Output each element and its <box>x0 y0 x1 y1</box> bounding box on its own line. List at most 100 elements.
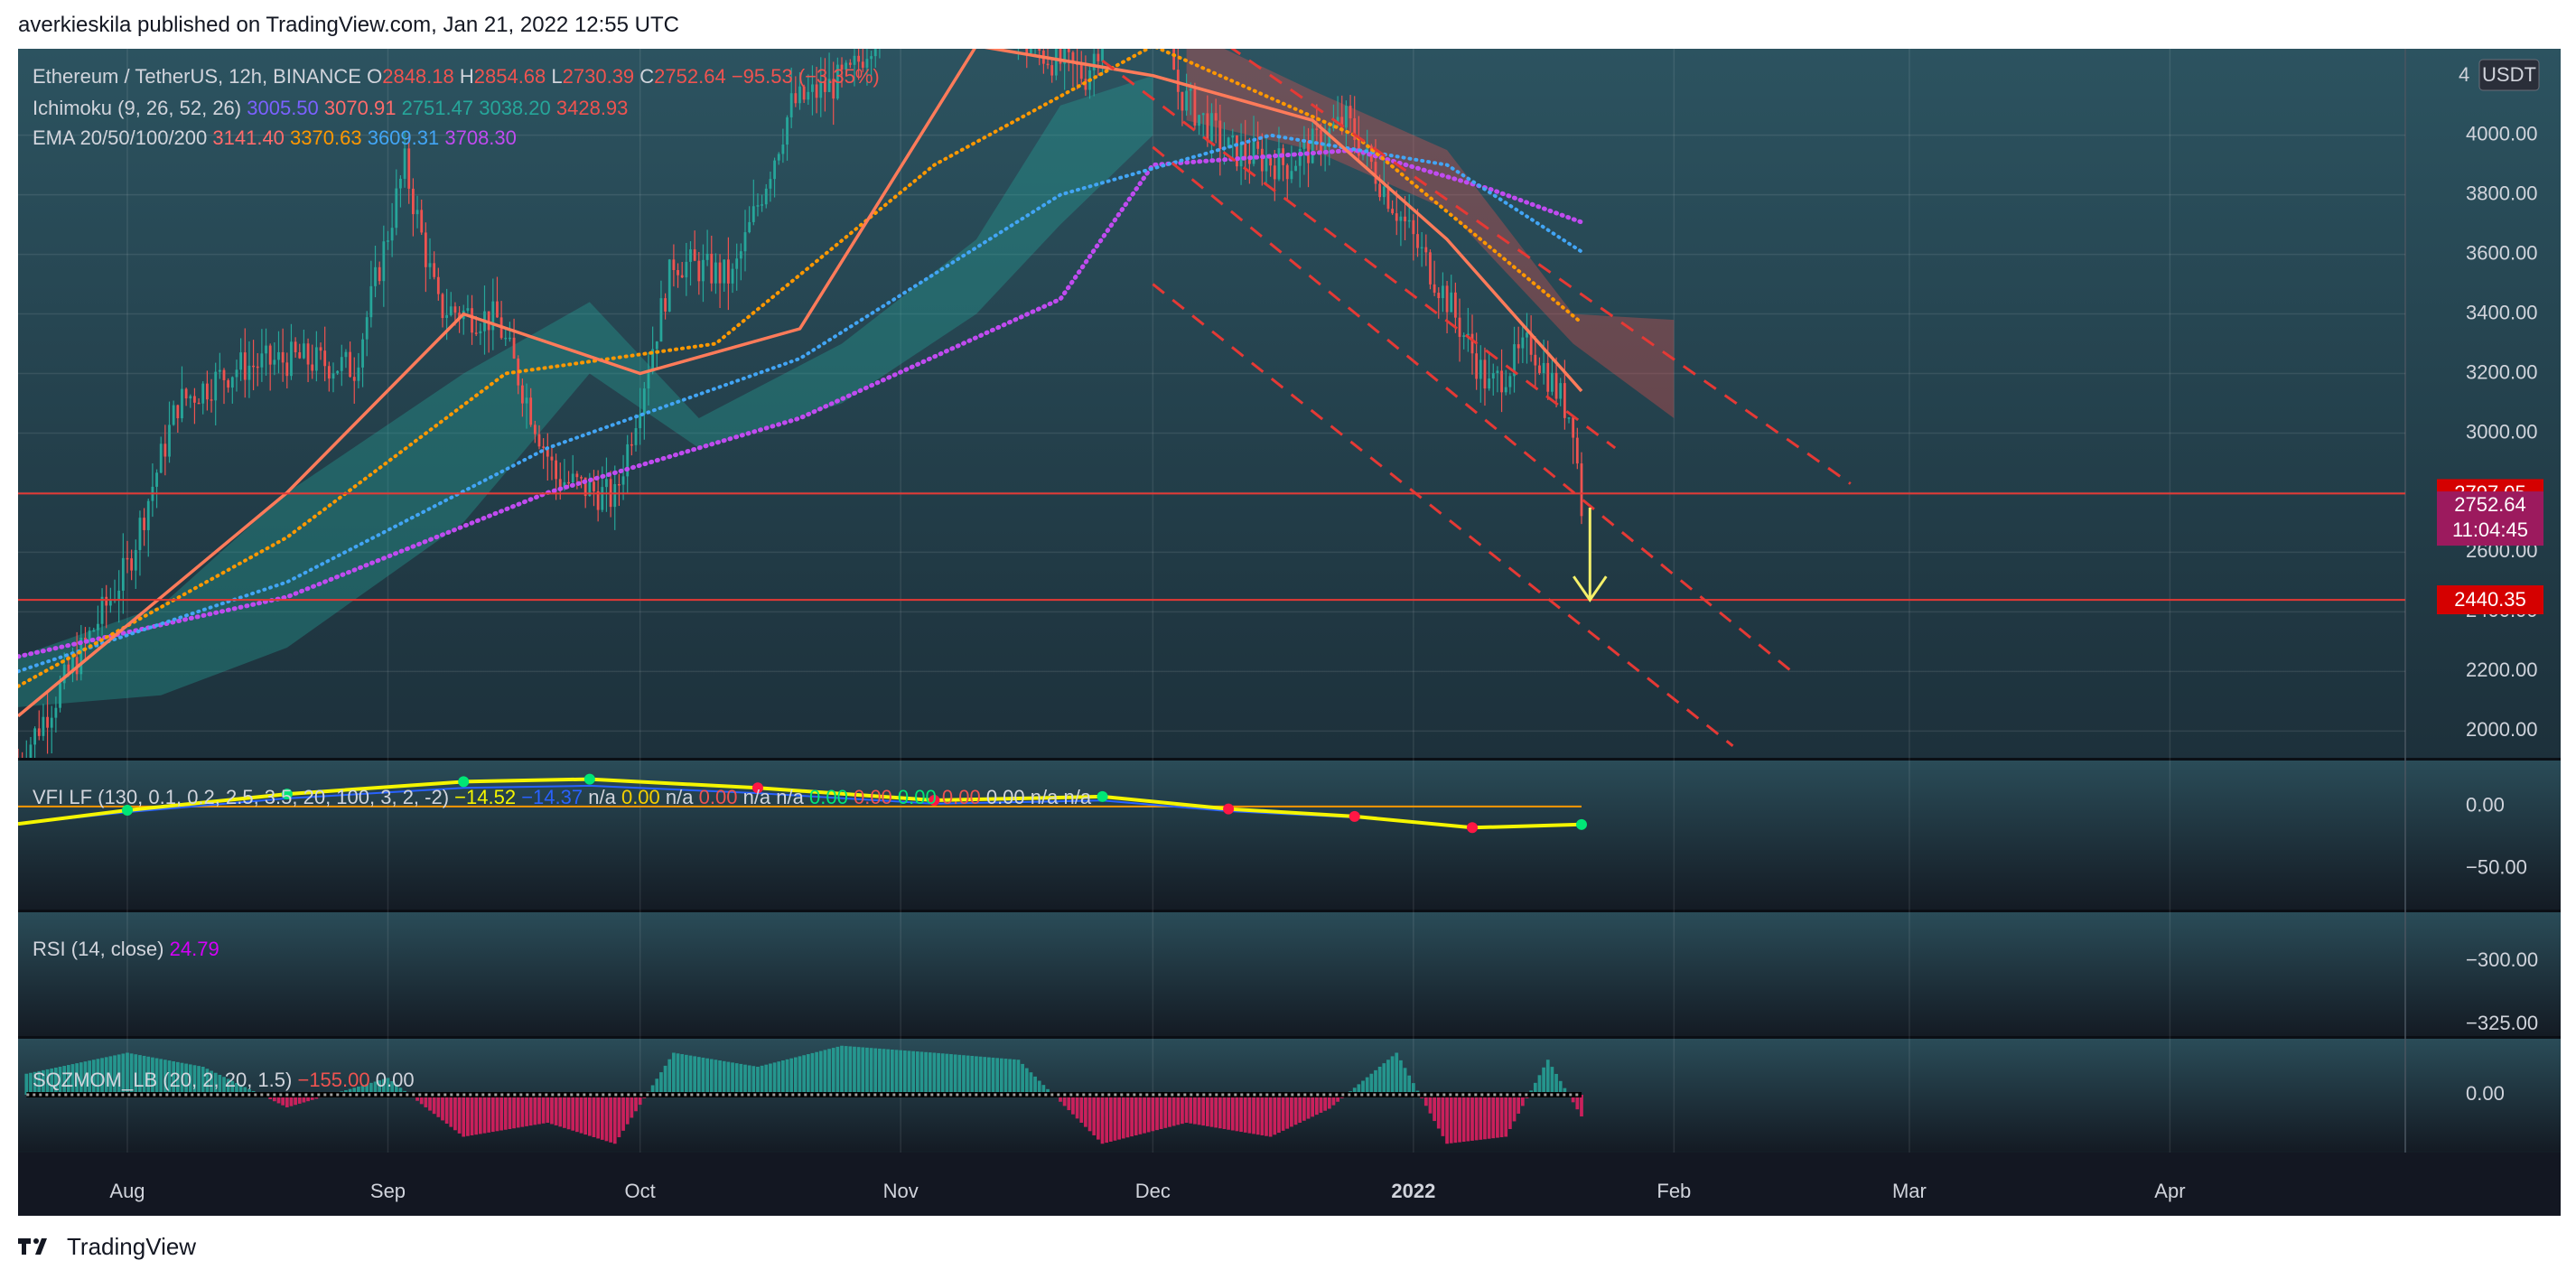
indicator-legend[interactable]: EMA 20/50/100/200 3141.40 3370.63 3609.3… <box>33 126 517 149</box>
squeeze-momentum-bar <box>663 1065 667 1095</box>
main-pane <box>18 49 1852 758</box>
squeeze-momentum-bar <box>546 1095 550 1123</box>
squeeze-momentum-bar <box>987 1057 991 1095</box>
sub-pane-value: 0.00 <box>621 786 660 808</box>
candle-body <box>807 91 810 100</box>
squeeze-momentum-bar <box>1298 1095 1302 1123</box>
squeeze-momentum-bar <box>1008 1059 1013 1095</box>
squeeze-momentum-bar <box>478 1095 482 1134</box>
candle-body <box>1551 372 1554 392</box>
squeeze-momentum-bar <box>722 1060 726 1095</box>
time-axis-label: Mar <box>1892 1180 1927 1202</box>
squeeze-momentum-bar <box>75 1063 79 1095</box>
currency-badge[interactable]: USDT <box>2478 59 2540 91</box>
squeeze-momentum-bar <box>1268 1095 1273 1137</box>
squeeze-momentum-bar <box>154 1058 159 1095</box>
squeeze-momentum-bar <box>566 1095 571 1130</box>
squeeze-momentum-bar <box>1377 1067 1382 1095</box>
candle-body <box>1285 164 1289 180</box>
candle-body <box>1210 113 1213 142</box>
vfi-line <box>18 777 1582 830</box>
squeeze-momentum-bar <box>163 1060 167 1095</box>
indicator-value: 3005.50 <box>247 97 319 119</box>
squeeze-momentum-bar <box>798 1056 802 1095</box>
squeeze-momentum-bar <box>243 1087 247 1095</box>
candle-body <box>601 487 604 510</box>
candle-body <box>193 396 196 403</box>
candle-body <box>340 357 343 371</box>
squeeze-momentum-bar <box>29 1072 33 1095</box>
candle-body <box>176 405 180 419</box>
ohlc-open: 2848.18 <box>382 65 454 88</box>
candle-body <box>1323 145 1327 153</box>
squeeze-momentum-bar <box>1171 1095 1176 1126</box>
squeeze-momentum-bar <box>684 1054 688 1095</box>
candle-body <box>710 253 714 284</box>
squeeze-momentum-bar <box>1184 1095 1189 1123</box>
candle-body <box>361 339 364 368</box>
squeeze-momentum-bar <box>91 1060 96 1095</box>
tradingview-chart[interactable]: 4000.00 3800.00 3600.00 3400.00 3200.00 3000.… <box>18 49 2561 1216</box>
candle-body <box>677 269 679 275</box>
sub-pane-legend[interactable]: VFI LF (130, 0.1, 0.2, 2.5, 3.5, 20, 100… <box>33 786 1092 808</box>
candle-body <box>303 343 305 359</box>
squeeze-momentum-bar <box>482 1095 487 1134</box>
squeeze-momentum-bar <box>1390 1056 1395 1095</box>
candle-body <box>67 664 70 673</box>
sub-pane-legend[interactable]: RSI (14, close) 24.79 <box>33 938 219 960</box>
candle-body <box>529 397 533 425</box>
squeeze-momentum-bar <box>1319 1095 1323 1113</box>
squeeze-momentum-bar <box>151 1057 154 1095</box>
squeeze-momentum-bar <box>932 1052 937 1095</box>
squeeze-momentum-bar <box>381 1078 386 1095</box>
candle-body <box>1488 378 1491 389</box>
candle-body <box>273 359 276 365</box>
squeeze-momentum-bar <box>42 1069 45 1095</box>
vfi-signal-dot <box>929 795 940 806</box>
candle-body <box>773 160 776 180</box>
rsi-tick-label: −300.00 <box>2466 948 2538 971</box>
candle-body <box>651 349 655 372</box>
squeeze-momentum-bar <box>142 1055 146 1095</box>
indicator-legend[interactable]: Ichimoku (9, 26, 52, 26) 3005.50 3070.91… <box>33 97 628 119</box>
indicator-value: 3070.91 <box>324 97 397 119</box>
squeeze-momentum-bar <box>1499 1095 1504 1138</box>
candle-body <box>146 500 150 530</box>
candle-body <box>1575 437 1579 464</box>
candle-body <box>1391 209 1394 214</box>
candle-body <box>403 148 406 179</box>
squeeze-momentum-bar <box>638 1095 642 1106</box>
squeeze-momentum-bar <box>739 1063 743 1095</box>
candle-body <box>873 49 877 57</box>
candle-body <box>1239 143 1243 167</box>
symbol-label: Ethereum / TetherUS, 12h, BINANCE <box>33 65 361 88</box>
candle-body <box>37 728 41 736</box>
down-arrow-head <box>1573 575 1608 602</box>
squeeze-momentum-bar <box>533 1095 537 1125</box>
squeeze-momentum-bar <box>667 1059 672 1095</box>
candle-body <box>227 379 230 388</box>
squeeze-momentum-bar <box>218 1074 222 1095</box>
squeeze-momentum-bar <box>444 1095 449 1125</box>
candle-body <box>761 204 764 206</box>
squeeze-momentum-bar <box>1483 1095 1487 1140</box>
candle-body <box>378 266 381 282</box>
time-axis-label: Nov <box>883 1180 919 1202</box>
candle-body <box>1462 335 1466 337</box>
candle-body <box>777 154 780 161</box>
squeeze-momentum-bar <box>33 1071 37 1095</box>
publish-attribution: averkieskila published on TradingView.co… <box>18 13 679 37</box>
squeeze-momentum-bar <box>772 1062 777 1095</box>
candle-body <box>537 434 541 447</box>
squeeze-momentum-bar <box>634 1095 638 1112</box>
squeeze-momentum-bar <box>424 1095 428 1107</box>
squeeze-momentum-bar <box>1273 1095 1277 1135</box>
candle-body <box>100 596 104 624</box>
sub-pane-legend[interactable]: SQZMOM_LB (20, 2, 20, 1.5) −155.00 0.00 <box>33 1069 415 1091</box>
candle-body <box>1357 139 1360 156</box>
candle-body <box>1479 359 1482 379</box>
squeeze-momentum-bar <box>882 1049 886 1095</box>
symbol-legend[interactable]: Ethereum / TetherUS, 12h, BINANCE O2848.… <box>33 65 880 88</box>
squeeze-momentum-bar <box>348 1088 352 1095</box>
candle-body <box>277 351 280 360</box>
